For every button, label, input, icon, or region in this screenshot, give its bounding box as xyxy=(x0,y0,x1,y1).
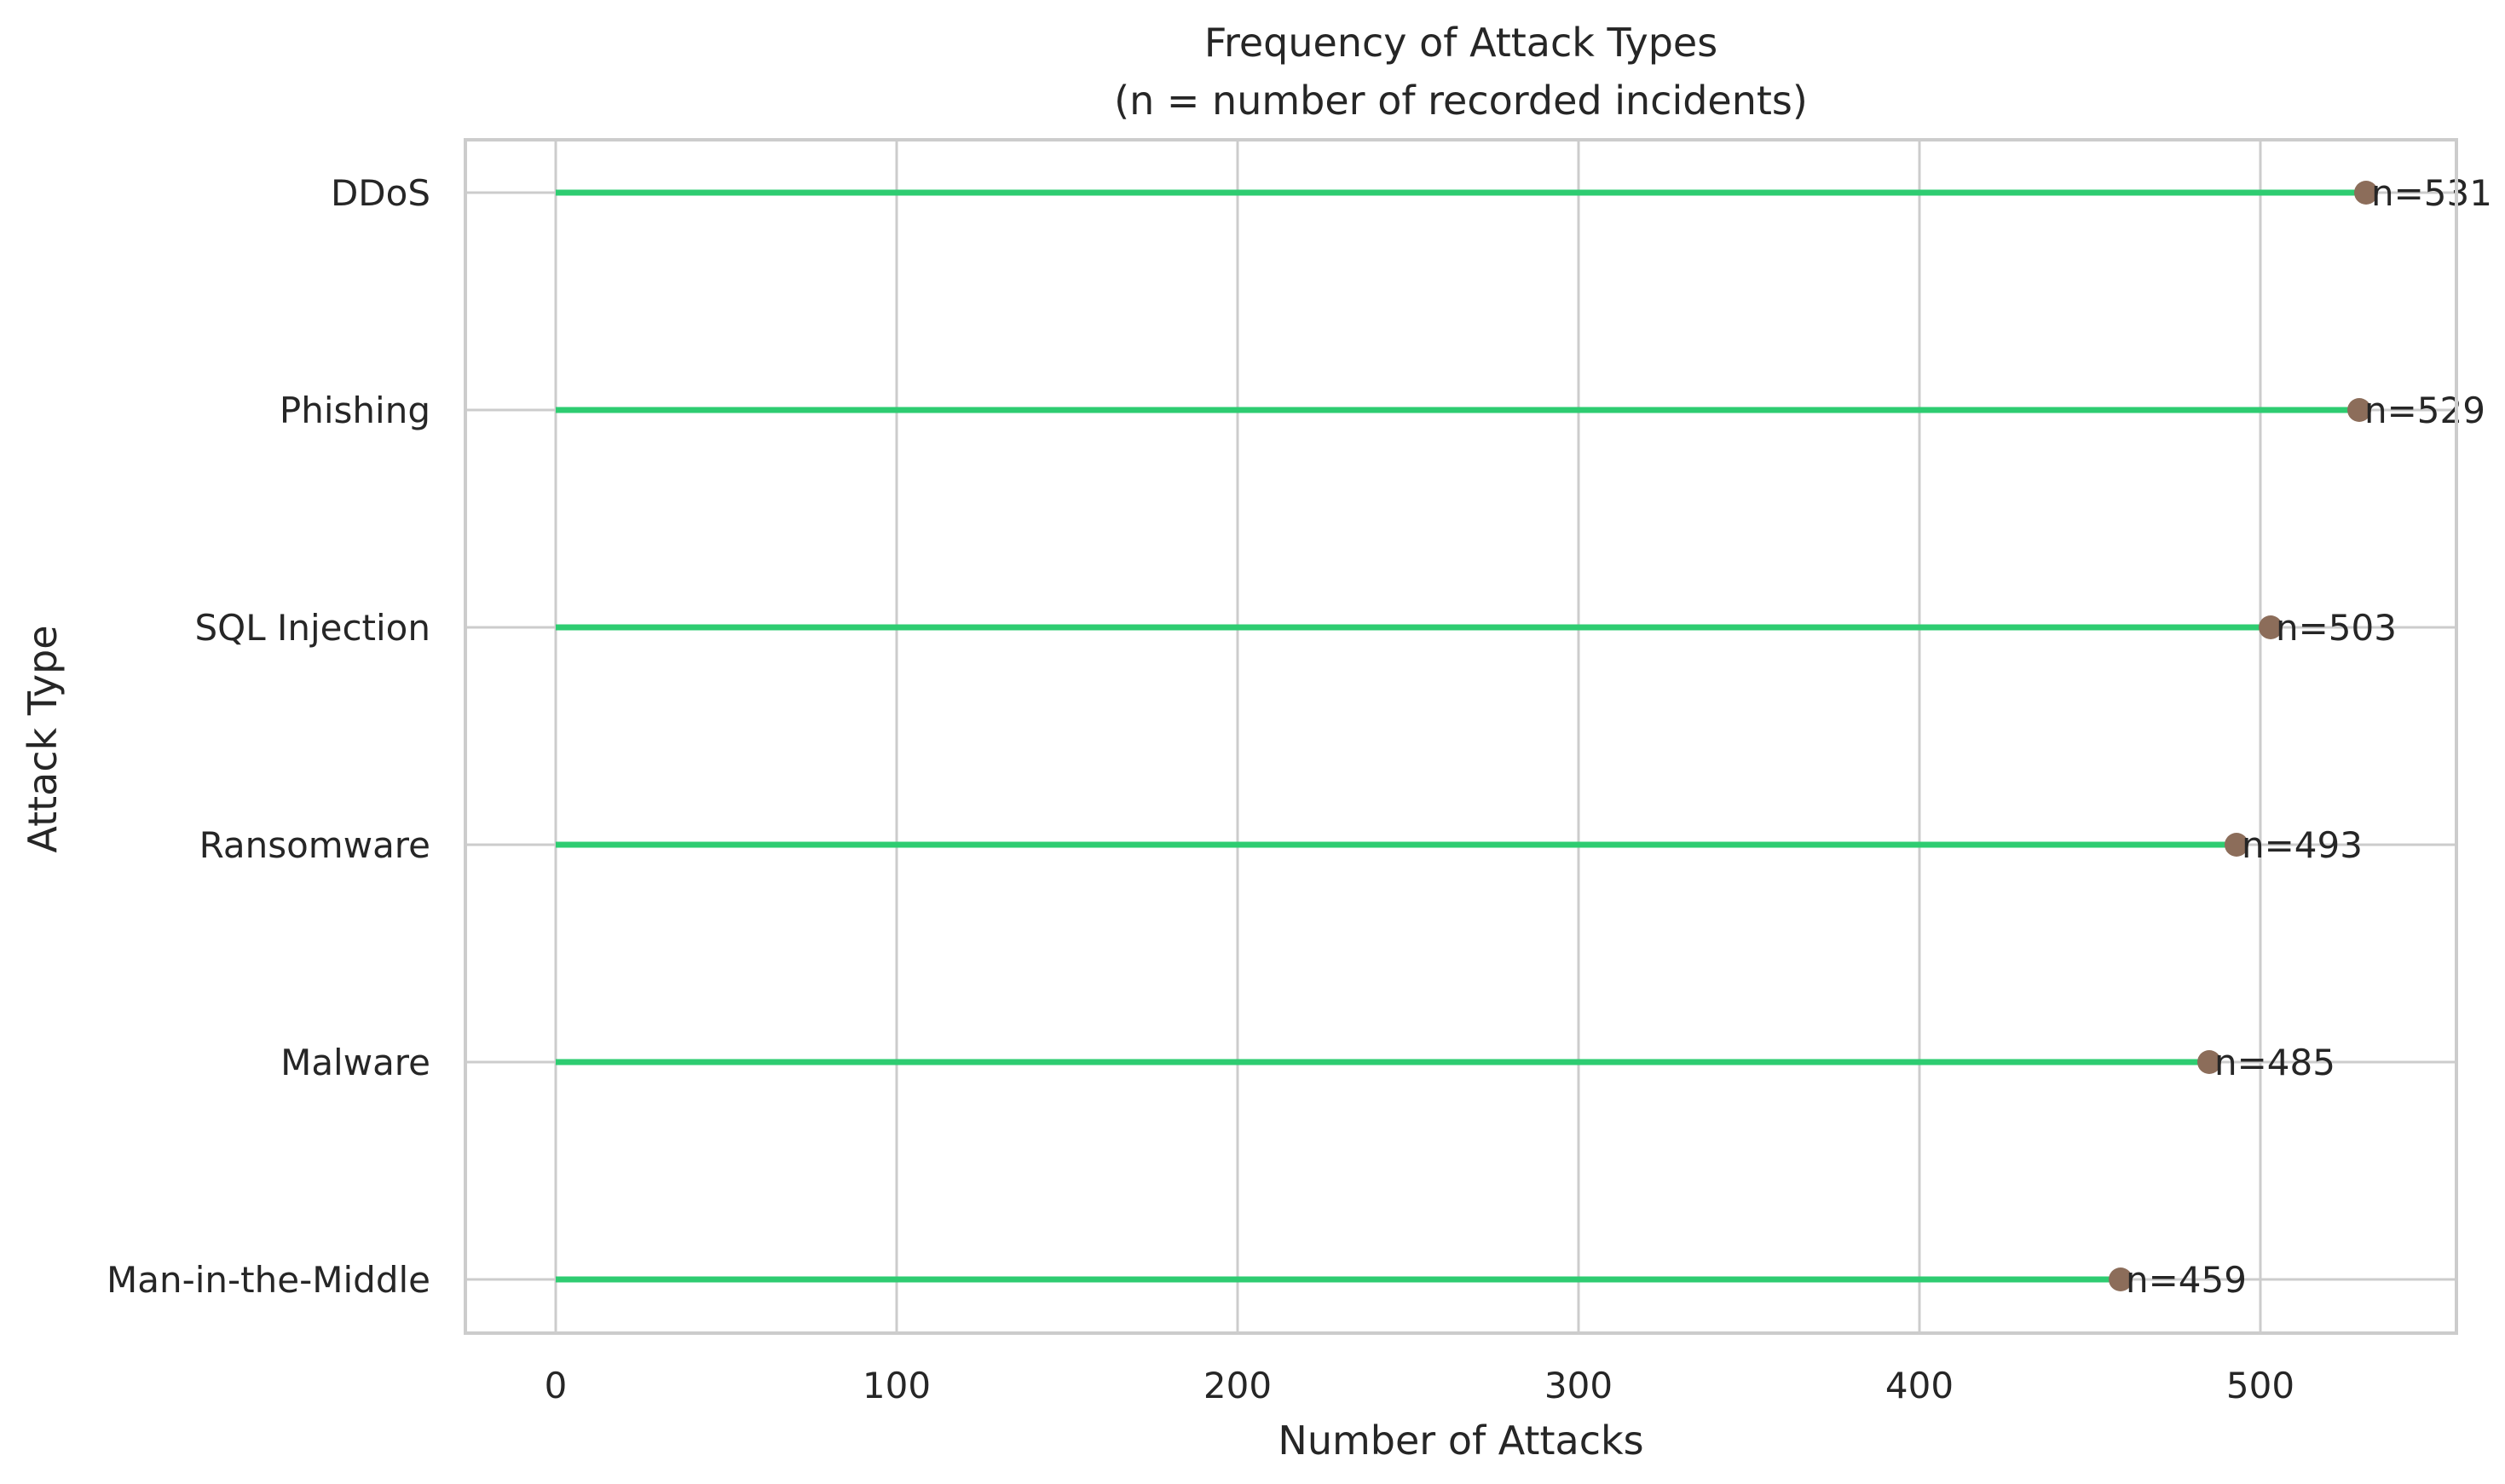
marker-layer xyxy=(2109,181,2378,1291)
x-tick-label: 100 xyxy=(863,1365,931,1406)
lollipop-marker xyxy=(2225,833,2248,857)
x-tick-label: 500 xyxy=(2226,1365,2294,1406)
y-tick-label: Man-in-the-Middle xyxy=(107,1259,430,1301)
plot-frame xyxy=(464,138,2458,1335)
x-tick-label: 0 xyxy=(545,1365,568,1406)
lollipop-marker xyxy=(2109,1267,2133,1291)
grid-layer xyxy=(465,140,2456,1333)
y-tick-label: SQL Injection xyxy=(194,607,430,649)
data-label: n=503 xyxy=(2276,607,2397,649)
lollipop-marker xyxy=(2197,1050,2221,1074)
lollipop-marker xyxy=(2259,615,2283,639)
label-layer: n=531 n=529 n=503 n=493 n=485 n=459 xyxy=(2126,172,2492,1301)
lollipop-marker xyxy=(2347,398,2371,422)
x-tick-label: 200 xyxy=(1203,1365,1272,1406)
data-label: n=531 xyxy=(2371,172,2492,214)
chart-subtitle: (n = number of recorded incidents) xyxy=(1114,78,1808,124)
data-label: n=459 xyxy=(2126,1259,2247,1301)
lollipop-marker xyxy=(2354,181,2378,205)
y-tick-label: Phishing xyxy=(280,390,430,431)
x-tick-label: 300 xyxy=(1544,1365,1613,1406)
y-axis-label: Attack Type xyxy=(20,625,66,852)
data-label: n=485 xyxy=(2214,1042,2335,1083)
x-axis-label: Number of Attacks xyxy=(1278,1418,1643,1464)
y-tick-label: DDoS xyxy=(331,172,430,214)
data-label: n=529 xyxy=(2364,390,2485,431)
chart-title: Frequency of Attack Types xyxy=(1204,20,1717,66)
tick-layer: 0 100 200 300 400 500 DDoS Phishing SQL Injectio… xyxy=(107,172,2294,1406)
y-tick-label: Malware xyxy=(280,1042,430,1083)
y-tick-label: Ransomware xyxy=(199,824,430,866)
x-tick-label: 400 xyxy=(1885,1365,1954,1406)
stem-layer xyxy=(556,189,2366,1283)
data-label: n=493 xyxy=(2242,824,2363,866)
